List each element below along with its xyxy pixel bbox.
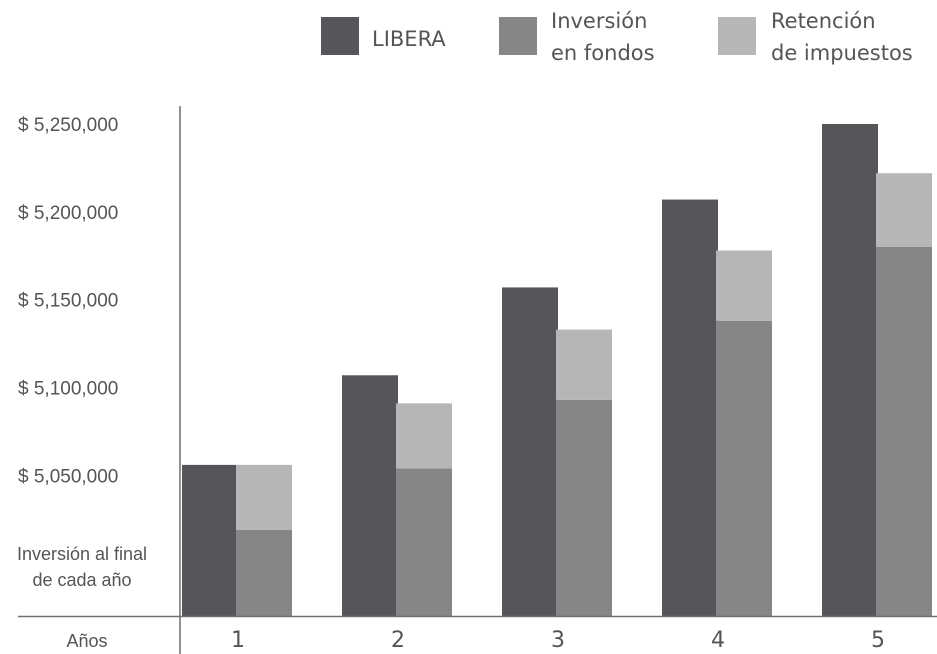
- legend-label: LIBERA: [372, 27, 446, 51]
- bars: [182, 124, 932, 616]
- bar-retencion-2: [396, 403, 452, 468]
- legend-swatch: [499, 17, 537, 55]
- bar-group-2: [342, 375, 452, 616]
- y-tick-label: $ 5,150,000: [18, 291, 118, 312]
- x-tick-label: 5: [871, 628, 885, 653]
- bar-libera-5: [822, 124, 878, 616]
- bar-libera-1: [182, 465, 238, 616]
- y-axis-ticks: $ 5,050,000 $ 5,100,000 $ 5,150,000 $ 5,200…: [18, 115, 118, 487]
- axis-notes: Años Inversión al final de cada año: [17, 544, 147, 651]
- x-tick-label: 2: [391, 628, 405, 653]
- bar-retencion-5: [876, 173, 932, 247]
- bar-group-5: [822, 124, 932, 616]
- bar-fondos-4: [716, 321, 772, 616]
- legend: LIBERA Inversión en fondos Retención de impu…: [321, 9, 913, 65]
- legend-label: Retención: [771, 9, 876, 33]
- legend-entry: LIBERA: [321, 17, 446, 55]
- bar-fondos-3: [556, 400, 612, 616]
- legend-entry: Retención de impuestos: [718, 9, 913, 65]
- x-tick-label: 3: [551, 628, 565, 653]
- y-tick-label: $ 5,200,000: [18, 203, 118, 224]
- legend-swatch: [321, 17, 359, 55]
- bar-libera-2: [342, 375, 398, 616]
- bar-fondos-1: [236, 530, 292, 616]
- legend-label: Inversión: [551, 9, 647, 33]
- bar-fondos-5: [876, 247, 932, 616]
- y-axis-note-line: Inversión al final: [17, 544, 147, 564]
- bar-libera-3: [502, 287, 558, 616]
- y-tick-label: $ 5,250,000: [18, 115, 118, 136]
- bar-fondos-2: [396, 468, 452, 616]
- bar-retencion-3: [556, 330, 612, 400]
- legend-entry: Inversión en fondos: [499, 9, 655, 65]
- y-tick-label: $ 5,100,000: [18, 379, 118, 400]
- x-axis-ticks: 1 2 3 4 5: [231, 628, 885, 653]
- bar-group-1: [182, 465, 292, 616]
- y-axis-note-line: de cada año: [32, 570, 131, 590]
- bar-retencion-4: [716, 251, 772, 321]
- bar-group-3: [502, 287, 612, 616]
- axes: [18, 106, 937, 654]
- x-axis-label: Años: [66, 631, 107, 651]
- bar-retencion-1: [236, 465, 292, 530]
- legend-label: de impuestos: [771, 41, 913, 65]
- bar-group-4: [662, 200, 772, 616]
- legend-label: en fondos: [551, 41, 655, 65]
- y-tick-label: $ 5,050,000: [18, 466, 118, 487]
- legend-swatch: [718, 17, 756, 55]
- x-tick-label: 1: [231, 628, 245, 653]
- bar-libera-4: [662, 200, 718, 616]
- x-tick-label: 4: [711, 628, 725, 653]
